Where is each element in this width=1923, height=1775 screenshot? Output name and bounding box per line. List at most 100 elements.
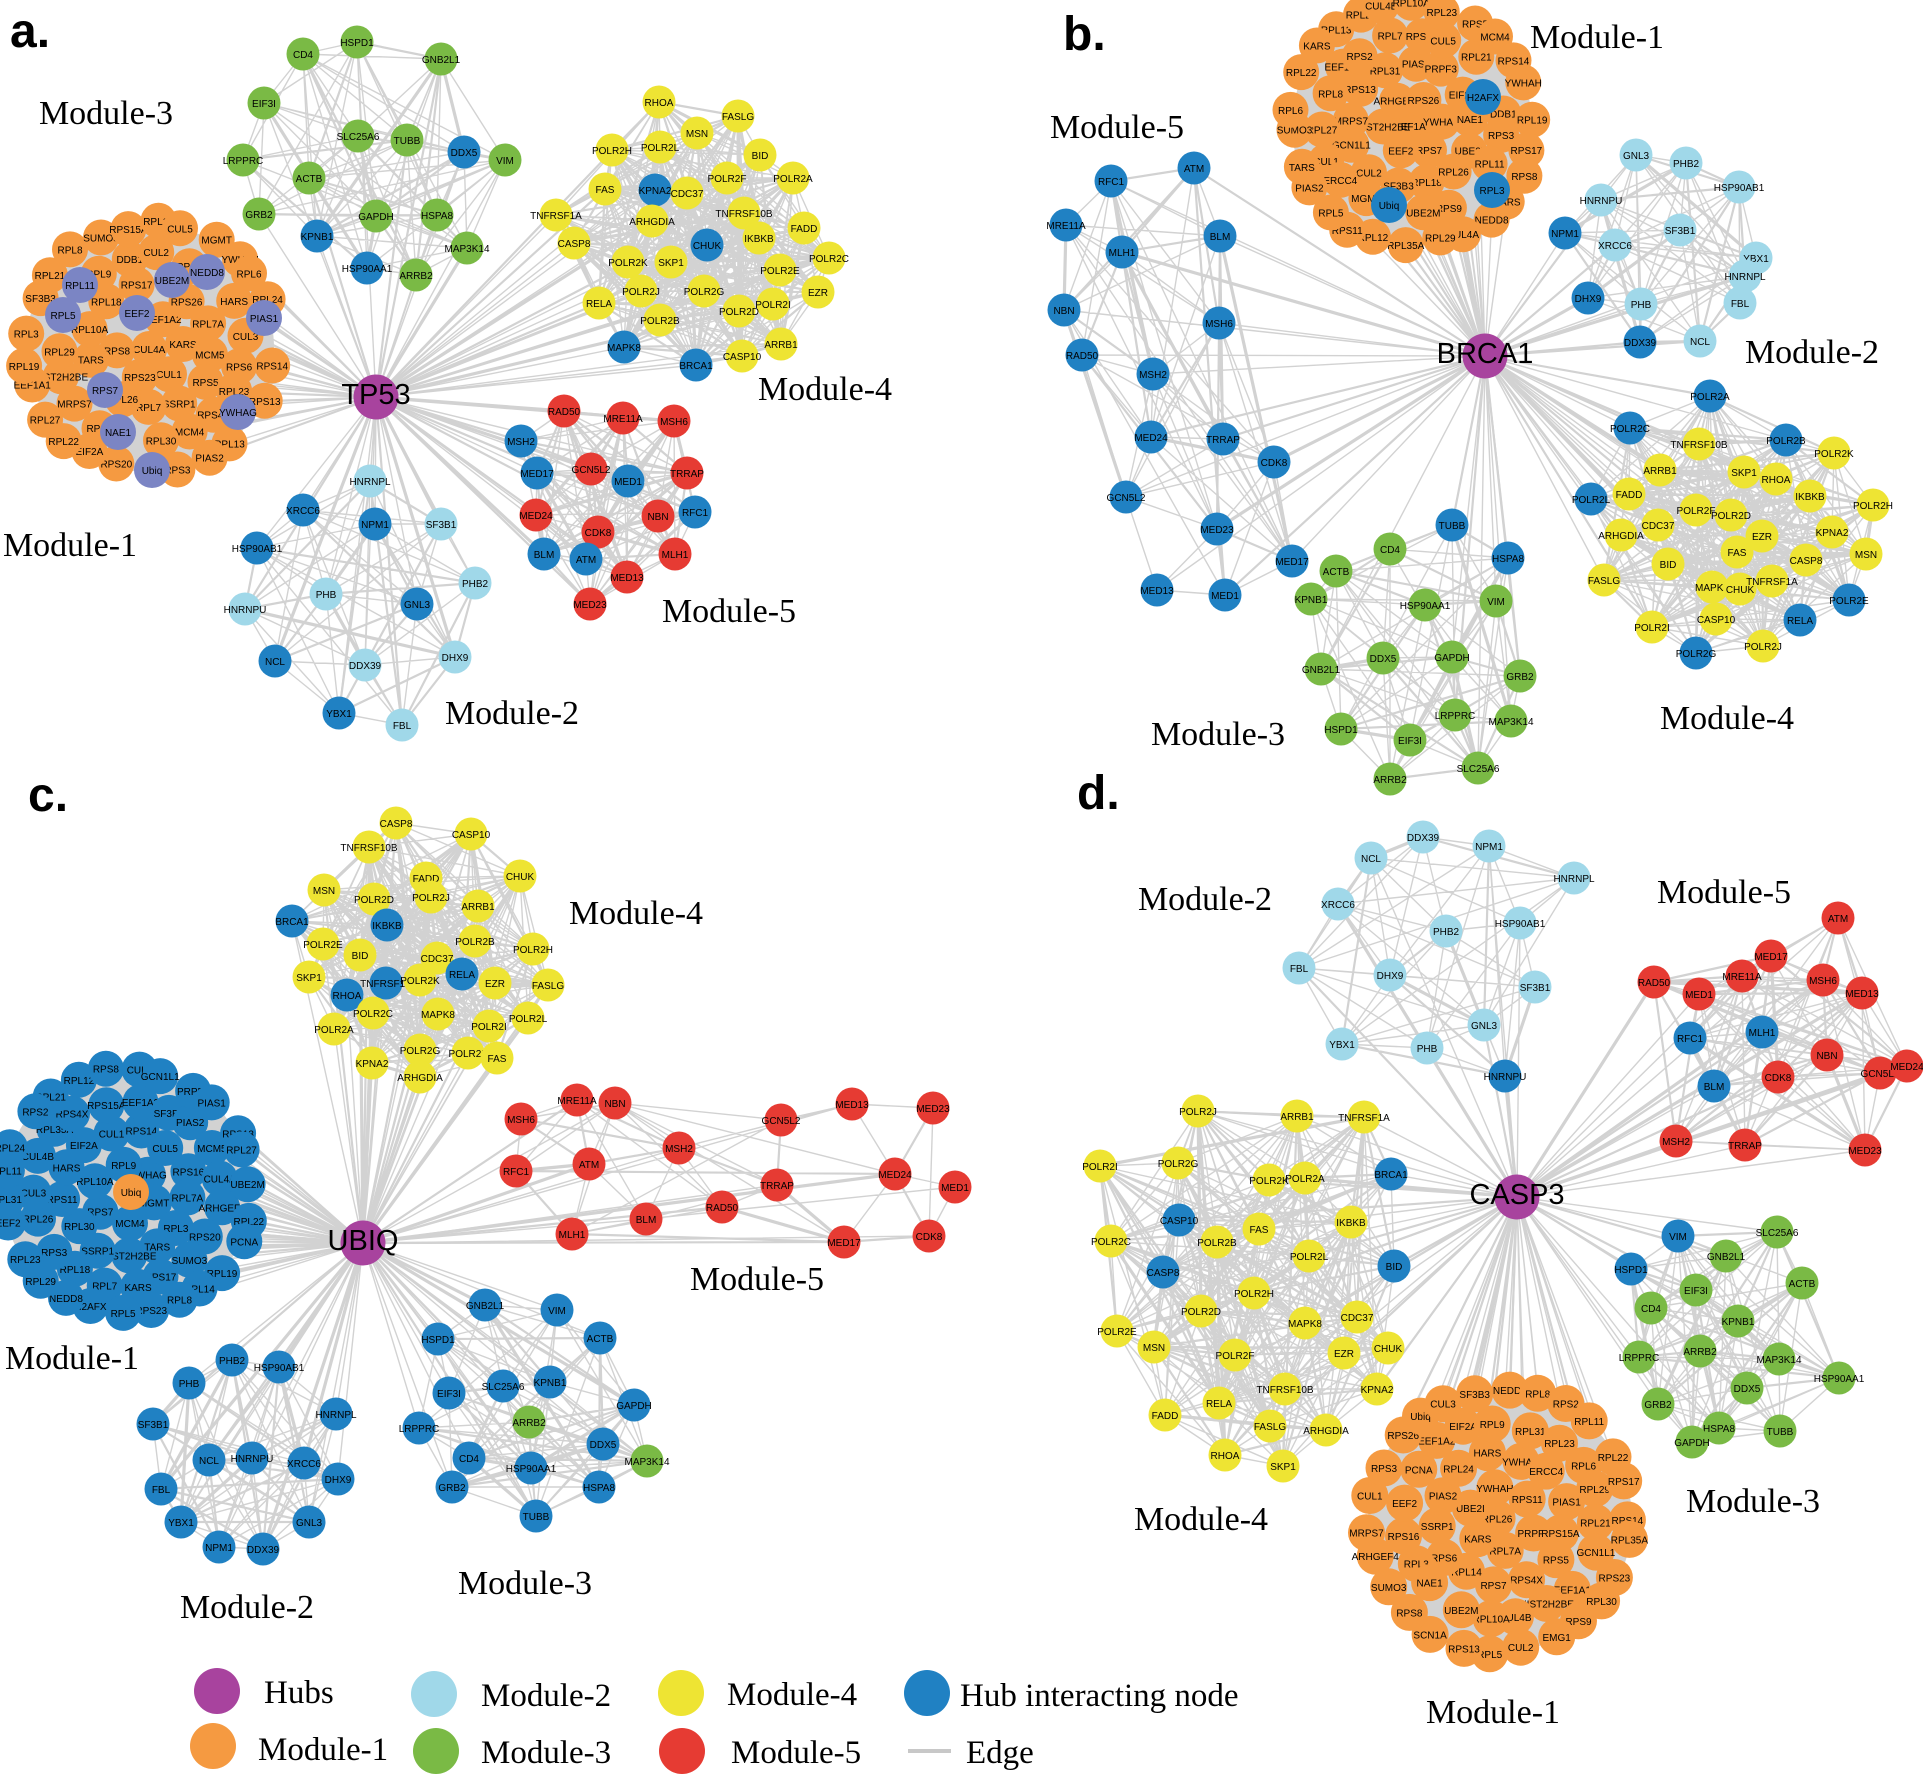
svg-text:POLR2H: POLR2H bbox=[1234, 1289, 1274, 1300]
svg-text:MSN: MSN bbox=[1855, 550, 1877, 561]
svg-text:RPS7: RPS7 bbox=[1416, 146, 1443, 157]
svg-text:MED24: MED24 bbox=[878, 1170, 912, 1181]
svg-text:RPL5: RPL5 bbox=[1477, 1650, 1502, 1661]
svg-text:MAPK8: MAPK8 bbox=[1695, 583, 1729, 594]
svg-text:VIM: VIM bbox=[496, 156, 514, 167]
svg-text:GNL3: GNL3 bbox=[296, 1518, 323, 1529]
svg-text:MED17: MED17 bbox=[520, 469, 554, 480]
svg-text:KARS: KARS bbox=[1303, 42, 1331, 53]
svg-text:RPL21: RPL21 bbox=[1461, 53, 1492, 64]
svg-text:NAE1: NAE1 bbox=[105, 428, 132, 439]
svg-text:YBX1: YBX1 bbox=[326, 709, 352, 720]
svg-text:NEDD8: NEDD8 bbox=[1493, 1386, 1527, 1397]
svg-text:LRPPRC: LRPPRC bbox=[1435, 711, 1476, 722]
svg-text:HSPD1: HSPD1 bbox=[1614, 1265, 1648, 1276]
svg-text:EEF1A2: EEF1A2 bbox=[122, 1098, 160, 1109]
svg-text:HNRNPL: HNRNPL bbox=[349, 477, 391, 488]
svg-text:KPNB1: KPNB1 bbox=[1722, 1317, 1755, 1328]
svg-text:SF3B1: SF3B1 bbox=[138, 1420, 169, 1431]
svg-text:Module-2: Module-2 bbox=[1138, 881, 1272, 918]
svg-text:CUL4B: CUL4B bbox=[22, 1152, 55, 1163]
svg-text:MGMT: MGMT bbox=[1351, 194, 1382, 205]
svg-text:UBE2M: UBE2M bbox=[155, 276, 189, 287]
svg-text:MRPS7: MRPS7 bbox=[57, 400, 92, 411]
svg-text:DDX5: DDX5 bbox=[1370, 654, 1397, 665]
svg-text:NPM1: NPM1 bbox=[1475, 842, 1503, 853]
svg-text:RPL10A: RPL10A bbox=[71, 325, 109, 336]
svg-text:RHOA: RHOA bbox=[645, 98, 674, 109]
svg-text:MSH2: MSH2 bbox=[1662, 1137, 1690, 1148]
svg-text:MAPK8: MAPK8 bbox=[1288, 1319, 1322, 1330]
svg-text:SKP1: SKP1 bbox=[1731, 468, 1757, 479]
svg-text:UBE2M: UBE2M bbox=[1444, 1606, 1478, 1617]
svg-text:MED1: MED1 bbox=[941, 1183, 969, 1194]
svg-text:BRCA1: BRCA1 bbox=[1374, 1170, 1408, 1181]
svg-text:CUL2: CUL2 bbox=[143, 248, 169, 259]
svg-text:KARS: KARS bbox=[124, 1283, 152, 1294]
svg-text:RPS20: RPS20 bbox=[189, 1233, 221, 1244]
svg-text:RELA: RELA bbox=[586, 299, 612, 310]
svg-text:RPS13: RPS13 bbox=[1344, 85, 1376, 96]
svg-text:MED17: MED17 bbox=[1754, 952, 1788, 963]
svg-text:CUL5: CUL5 bbox=[167, 224, 193, 235]
svg-text:Hub interacting node: Hub interacting node bbox=[960, 1678, 1239, 1714]
svg-text:POLR2I: POLR2I bbox=[471, 1022, 507, 1033]
svg-text:RPS26: RPS26 bbox=[1408, 96, 1440, 107]
svg-text:EEF1A2: EEF1A2 bbox=[144, 315, 182, 326]
svg-text:MRE11A: MRE11A bbox=[1722, 972, 1762, 983]
svg-text:DHX9: DHX9 bbox=[1377, 971, 1404, 982]
svg-text:TNFRSF1A: TNFRSF1A bbox=[530, 211, 582, 222]
svg-text:RPS2: RPS2 bbox=[1553, 1400, 1580, 1411]
svg-text:POLR2K: POLR2K bbox=[1249, 1176, 1289, 1187]
svg-text:FADD: FADD bbox=[413, 874, 440, 885]
svg-text:MRE11A: MRE11A bbox=[1046, 221, 1086, 232]
svg-text:RPS3: RPS3 bbox=[41, 1248, 68, 1259]
svg-text:TARS: TARS bbox=[1289, 163, 1315, 174]
svg-text:NAE1: NAE1 bbox=[1417, 1579, 1444, 1590]
svg-text:POLR2L: POLR2L bbox=[509, 1014, 548, 1025]
svg-text:ARRB1: ARRB1 bbox=[764, 340, 798, 351]
svg-text:CHUK: CHUK bbox=[1726, 585, 1755, 596]
svg-text:RPL19: RPL19 bbox=[207, 1269, 238, 1280]
svg-text:SLC25A6: SLC25A6 bbox=[482, 1382, 525, 1393]
svg-text:MAPK8: MAPK8 bbox=[421, 1010, 455, 1021]
svg-text:RPS2: RPS2 bbox=[22, 1107, 49, 1118]
svg-text:RPL29: RPL29 bbox=[1425, 234, 1456, 245]
svg-text:FADD: FADD bbox=[791, 224, 818, 235]
svg-text:PIAS1: PIAS1 bbox=[1552, 1498, 1581, 1509]
svg-text:EEF2: EEF2 bbox=[1388, 146, 1413, 157]
svg-text:UBE2M: UBE2M bbox=[230, 1180, 264, 1191]
svg-text:POLR2J: POLR2J bbox=[1179, 1107, 1217, 1118]
svg-text:CUL2: CUL2 bbox=[1508, 1643, 1534, 1654]
svg-text:POLR2A: POLR2A bbox=[1285, 1174, 1325, 1185]
svg-text:CHUK: CHUK bbox=[1374, 1344, 1403, 1355]
svg-text:HARS: HARS bbox=[220, 297, 248, 308]
svg-text:MRPS7: MRPS7 bbox=[1349, 1529, 1384, 1540]
svg-text:HNRNPL: HNRNPL bbox=[315, 1410, 357, 1421]
svg-text:POLR2J: POLR2J bbox=[412, 893, 450, 904]
svg-text:CUL4A: CUL4A bbox=[204, 1175, 237, 1186]
svg-text:RPL14: RPL14 bbox=[143, 217, 174, 228]
svg-text:KPNA2: KPNA2 bbox=[639, 186, 672, 197]
svg-text:CASP8: CASP8 bbox=[558, 239, 591, 250]
svg-text:BID: BID bbox=[1660, 560, 1677, 571]
svg-text:CUL5: CUL5 bbox=[152, 1144, 178, 1155]
svg-text:IKBKB: IKBKB bbox=[744, 234, 774, 245]
svg-text:TRRAP: TRRAP bbox=[760, 1181, 794, 1192]
svg-text:RELA: RELA bbox=[449, 970, 475, 981]
svg-text:NCL: NCL bbox=[1690, 337, 1710, 348]
svg-text:RPL29: RPL29 bbox=[44, 347, 75, 358]
svg-text:MCM5: MCM5 bbox=[195, 350, 225, 361]
svg-text:CUL1: CUL1 bbox=[1357, 1492, 1383, 1503]
svg-text:NBN: NBN bbox=[1053, 306, 1074, 317]
svg-text:DHX9: DHX9 bbox=[1575, 294, 1602, 305]
svg-text:RPL10A: RPL10A bbox=[76, 1177, 114, 1188]
svg-text:CHUK: CHUK bbox=[506, 872, 535, 883]
svg-text:RPL22: RPL22 bbox=[48, 437, 79, 448]
svg-text:RPS14: RPS14 bbox=[126, 1127, 158, 1138]
svg-text:RELA: RELA bbox=[1787, 616, 1813, 627]
svg-text:RPS3: RPS3 bbox=[1488, 131, 1515, 142]
svg-text:RPL23: RPL23 bbox=[219, 387, 250, 398]
svg-text:DDB1: DDB1 bbox=[1490, 110, 1517, 121]
svg-text:MCM4: MCM4 bbox=[175, 428, 205, 439]
